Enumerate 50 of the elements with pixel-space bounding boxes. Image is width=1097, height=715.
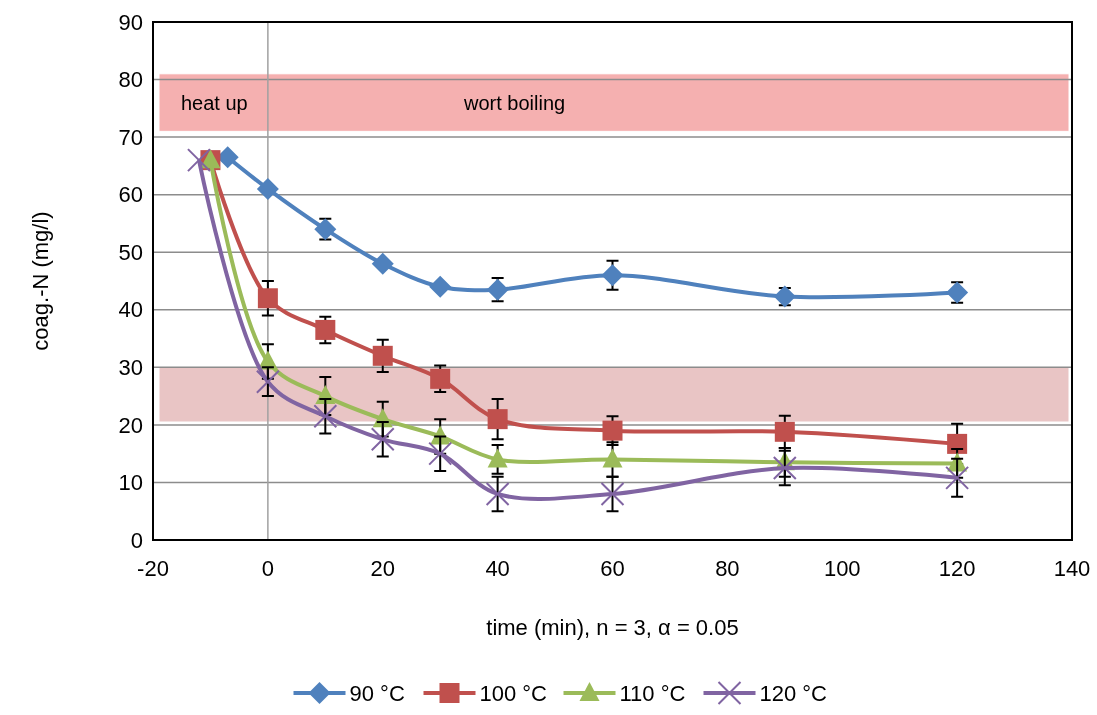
point	[257, 288, 278, 309]
x-tick-label: 140	[1053, 556, 1091, 581]
point	[487, 409, 508, 430]
point	[602, 448, 623, 468]
point	[313, 404, 338, 429]
x-tick-label: 40	[485, 556, 510, 581]
legend-label: 110 °C	[619, 680, 686, 706]
point	[428, 441, 453, 466]
y-tick-label: 80	[118, 67, 143, 93]
annotation: heat up	[181, 91, 248, 114]
point	[372, 345, 393, 366]
y-tick-label: 40	[118, 297, 143, 323]
y-tick-label: 30	[118, 355, 143, 381]
point	[256, 177, 279, 200]
y-tick-label: 90	[118, 9, 143, 35]
point	[186, 148, 211, 173]
x-tick-label: 100	[823, 556, 861, 581]
point	[429, 275, 452, 298]
point	[772, 456, 797, 481]
point	[370, 427, 395, 452]
point	[487, 448, 508, 468]
point	[600, 481, 625, 506]
x-tick-label: 80	[715, 556, 740, 581]
annotation: wort boiling	[463, 91, 566, 114]
point	[485, 481, 510, 506]
point	[255, 369, 280, 394]
y-tick-label: 10	[118, 470, 143, 496]
legend-label: 90 °C	[349, 680, 405, 706]
x-axis-title: time (min), n = 3, α = 0.05	[486, 615, 739, 640]
y-tick-label: 70	[118, 124, 143, 150]
point	[602, 420, 623, 441]
y-axis-title: coag.-N (mg/l)	[28, 211, 53, 351]
x-tick-label: 120	[938, 556, 976, 581]
y-tick-label: 20	[118, 412, 143, 438]
y-tick-label: 50	[118, 239, 143, 265]
point	[371, 252, 394, 275]
point	[945, 465, 970, 490]
x-tick-label: 20	[370, 556, 395, 581]
y-tick-label: 0	[130, 527, 143, 553]
y-tick-label: 60	[118, 182, 143, 208]
point	[430, 368, 451, 389]
x-tick-label: -20	[137, 556, 169, 581]
point	[601, 264, 624, 287]
x-tick-label: 0	[261, 556, 274, 581]
legend-label: 120 °C	[759, 680, 828, 706]
point	[947, 433, 968, 454]
legend-label: 100 °C	[479, 680, 548, 706]
x-tick-label: 60	[600, 556, 625, 581]
point	[315, 319, 336, 340]
point	[774, 421, 795, 442]
